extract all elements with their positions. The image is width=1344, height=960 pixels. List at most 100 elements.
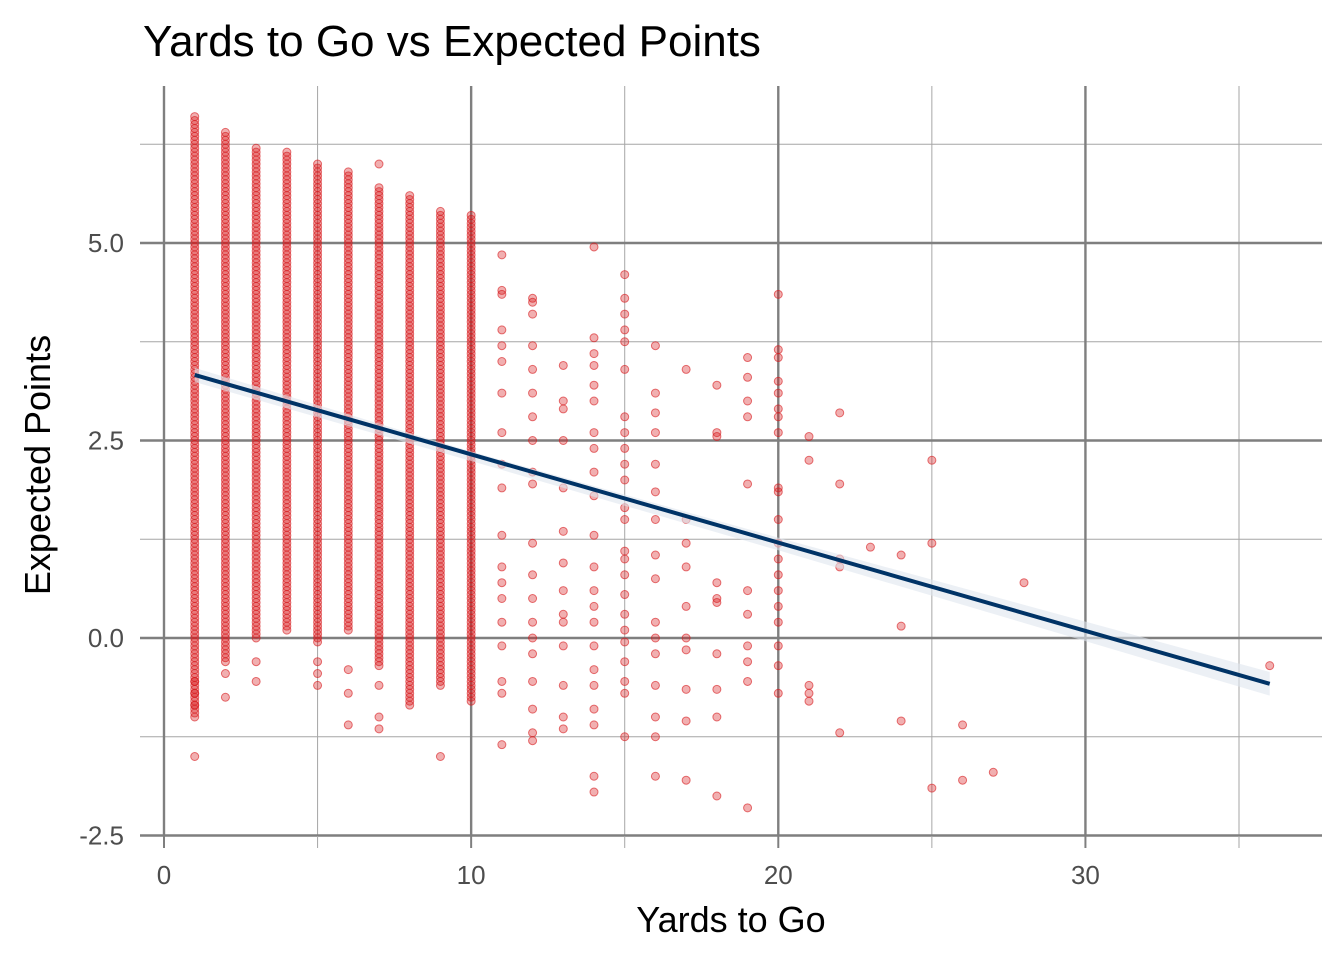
x-tick-label: 20 bbox=[764, 860, 793, 890]
data-point bbox=[650, 680, 660, 690]
data-point bbox=[251, 657, 261, 667]
data-point bbox=[681, 645, 691, 655]
data-point bbox=[743, 657, 753, 667]
data-point bbox=[620, 570, 630, 580]
data-point bbox=[528, 436, 538, 445]
data-point bbox=[650, 732, 660, 742]
data-point bbox=[374, 724, 384, 734]
data-point bbox=[497, 676, 507, 686]
data-point bbox=[681, 601, 691, 611]
data-point bbox=[528, 704, 538, 714]
data-point bbox=[220, 692, 230, 702]
data-point bbox=[773, 353, 783, 363]
data-point bbox=[220, 669, 230, 679]
data-point bbox=[558, 609, 568, 619]
data-point bbox=[620, 732, 630, 742]
data-point bbox=[712, 380, 722, 390]
data-point bbox=[681, 538, 691, 548]
data-point bbox=[773, 570, 783, 580]
data-point bbox=[497, 428, 507, 438]
data-point bbox=[773, 554, 783, 564]
data-point bbox=[712, 432, 722, 442]
data-point bbox=[528, 341, 538, 351]
data-point bbox=[374, 712, 384, 722]
data-point bbox=[497, 250, 507, 260]
data-point bbox=[528, 728, 538, 738]
data-point bbox=[589, 360, 599, 370]
data-point bbox=[620, 625, 630, 635]
data-point bbox=[589, 396, 599, 406]
data-point bbox=[497, 388, 507, 398]
data-point bbox=[528, 617, 538, 627]
data-point bbox=[773, 601, 783, 611]
data-point bbox=[528, 297, 538, 307]
data-point bbox=[589, 530, 599, 540]
data-point bbox=[620, 676, 630, 686]
data-point bbox=[650, 550, 660, 560]
data-point bbox=[958, 775, 968, 785]
data-point bbox=[1265, 661, 1275, 671]
data-point bbox=[589, 771, 599, 781]
data-point bbox=[650, 487, 660, 497]
data-point bbox=[313, 657, 323, 667]
data-point bbox=[497, 578, 507, 588]
data-point bbox=[620, 428, 630, 438]
data-point bbox=[712, 712, 722, 722]
data-point bbox=[620, 443, 630, 453]
y-tick-label: 5.0 bbox=[88, 228, 124, 258]
data-point bbox=[620, 688, 630, 698]
data-point bbox=[528, 676, 538, 686]
data-point bbox=[804, 688, 814, 698]
data-point bbox=[743, 641, 753, 651]
data-point bbox=[804, 696, 814, 706]
data-point bbox=[558, 436, 568, 445]
data-point bbox=[620, 325, 630, 335]
data-point bbox=[589, 562, 599, 572]
data-point bbox=[589, 242, 599, 252]
data-point bbox=[865, 542, 875, 552]
data-point bbox=[558, 360, 568, 370]
data-point bbox=[620, 475, 630, 485]
data-point bbox=[528, 479, 538, 489]
confidence-band-area bbox=[194, 367, 1270, 696]
data-point bbox=[528, 412, 538, 422]
data-point bbox=[896, 621, 906, 631]
data-point bbox=[773, 289, 783, 299]
data-point bbox=[589, 601, 599, 611]
y-tick-label: 2.5 bbox=[88, 426, 124, 456]
data-point bbox=[896, 550, 906, 560]
data-point bbox=[620, 337, 630, 347]
data-point bbox=[681, 716, 691, 726]
data-point bbox=[804, 680, 814, 690]
data-point bbox=[190, 676, 200, 686]
data-point bbox=[558, 404, 568, 414]
data-point bbox=[497, 740, 507, 750]
data-point bbox=[743, 353, 753, 363]
data-point bbox=[589, 333, 599, 343]
x-tick-label: 30 bbox=[1071, 860, 1100, 890]
data-point bbox=[681, 562, 691, 572]
data-point bbox=[558, 680, 568, 690]
data-point bbox=[589, 720, 599, 730]
data-point bbox=[620, 309, 630, 319]
data-point bbox=[835, 408, 845, 418]
data-point bbox=[589, 641, 599, 651]
data-point bbox=[681, 775, 691, 785]
data-point bbox=[497, 688, 507, 698]
data-point bbox=[620, 609, 630, 619]
data-point bbox=[650, 388, 660, 398]
data-points bbox=[190, 112, 1275, 813]
data-point bbox=[712, 684, 722, 694]
data-point bbox=[620, 637, 630, 647]
data-point bbox=[313, 669, 323, 679]
data-point bbox=[620, 515, 630, 524]
data-point bbox=[773, 388, 783, 398]
data-point bbox=[743, 479, 753, 489]
data-point bbox=[497, 594, 507, 603]
data-point bbox=[343, 688, 353, 698]
data-point bbox=[958, 720, 968, 730]
data-point bbox=[497, 325, 507, 335]
data-point bbox=[620, 657, 630, 667]
data-point bbox=[528, 364, 538, 374]
data-point bbox=[620, 412, 630, 422]
